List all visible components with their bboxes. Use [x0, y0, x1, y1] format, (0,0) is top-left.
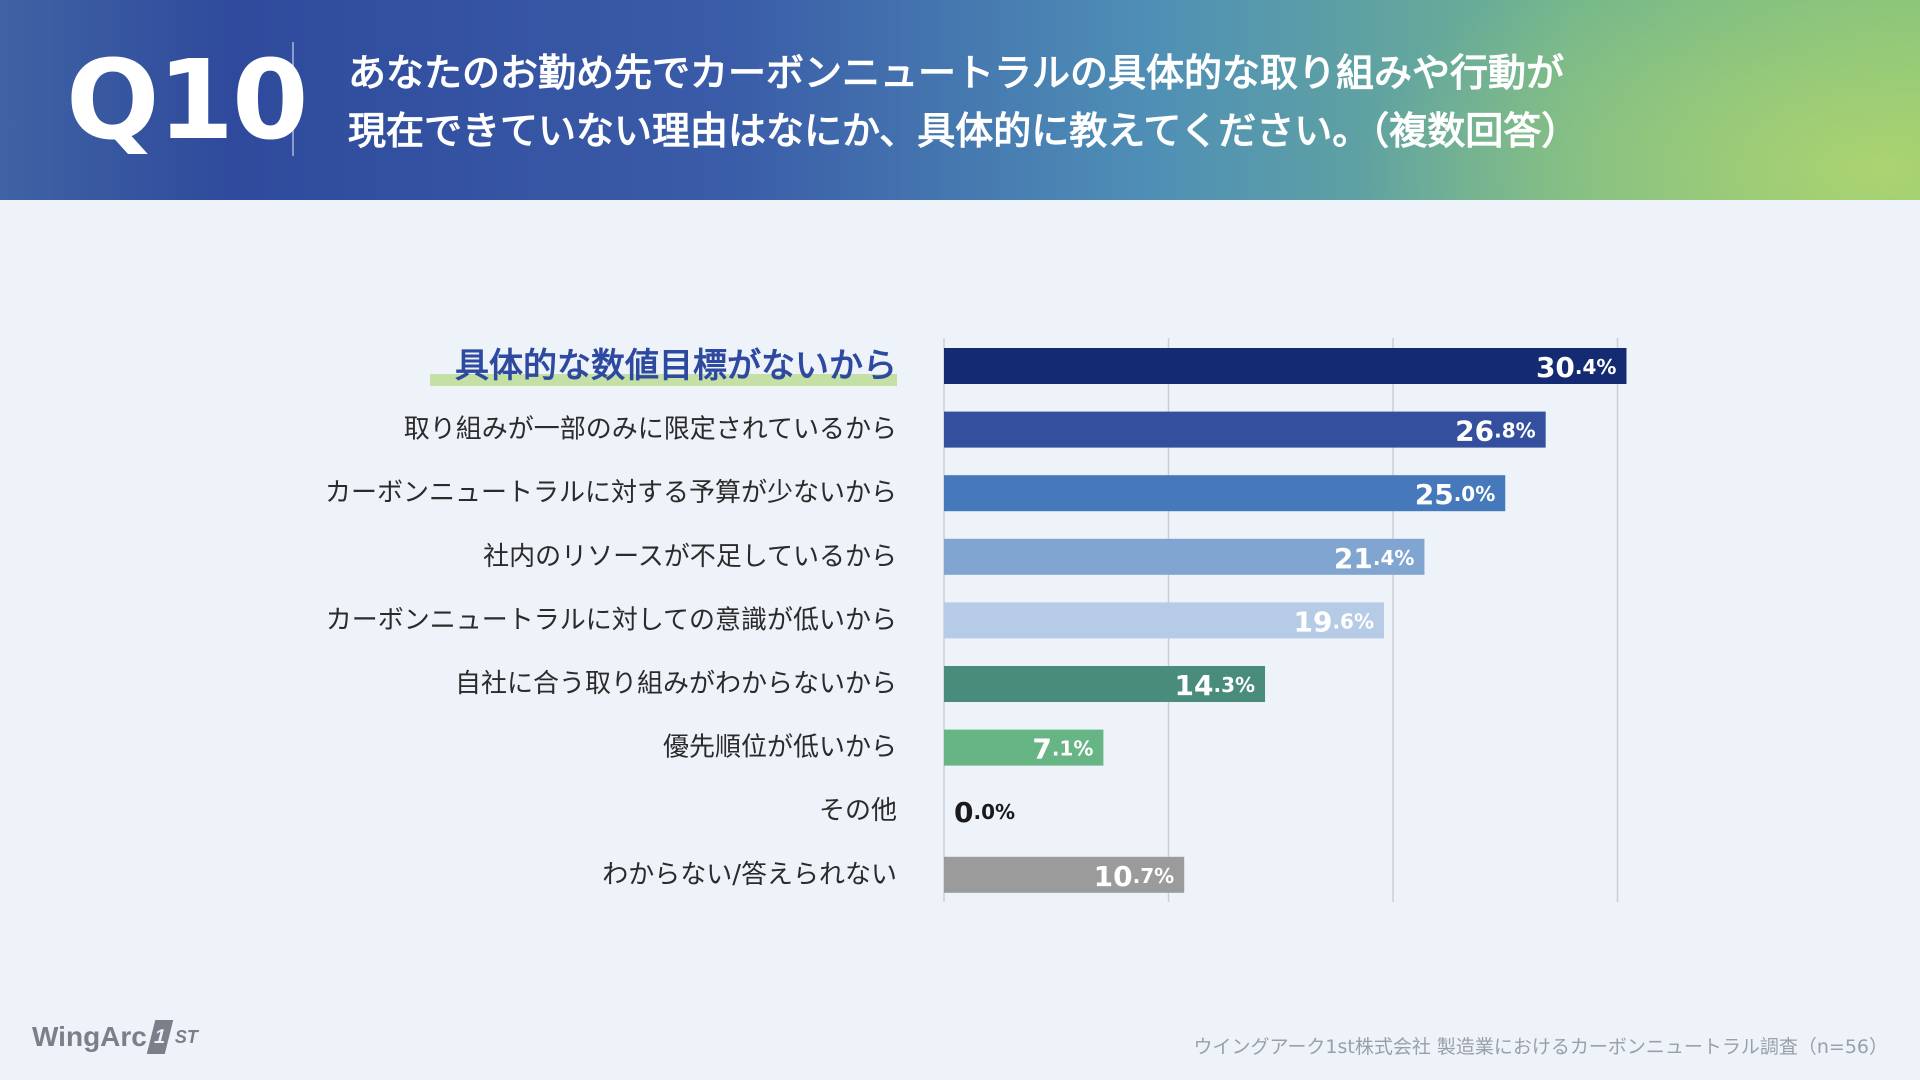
logo-sub-text: ST [174, 1026, 198, 1047]
question-title: あなたのお勤め先でカーボンニュートラルの具体的な取り組みや行動が 現在できていな… [348, 44, 1579, 160]
category-label-1: 取り組みが一部のみに限定されているから [404, 415, 897, 445]
value-label-6: 7.1% [1032, 732, 1093, 765]
bar-1 [944, 411, 1546, 448]
bar-2 [944, 475, 1506, 512]
value-label-8: 10.7% [1094, 859, 1175, 892]
header-banner: Q10 あなたのお勤め先でカーボンニュートラルの具体的な取り組みや行動が 現在で… [0, 0, 1920, 200]
category-label-2: カーボンニュートラルに対する予算が少ないから [325, 478, 897, 508]
header-divider [292, 42, 294, 156]
bar-4 [944, 602, 1385, 639]
category-highlight-underline [430, 374, 897, 386]
bar-3 [944, 538, 1425, 575]
question-title-line1: あなたのお勤め先でカーボンニュートラルの具体的な取り組みや行動が [348, 51, 1565, 95]
category-label-8: わからない/答えられない [602, 860, 897, 890]
source-note: ウイングアーク1st株式会社 製造業におけるカーボンニュートラル調査（n=56） [1193, 1036, 1888, 1058]
logo-text: WingArc [32, 1021, 147, 1052]
value-label-7: 0.0% [954, 796, 1015, 829]
category-label-6: 優先順位が低いから [663, 733, 897, 763]
value-label-4: 19.6% [1293, 605, 1374, 638]
logo-mark-icon: 1 [146, 1020, 174, 1054]
category-label-3: 社内のリソースが不足しているから [483, 542, 897, 572]
bar-0 [944, 348, 1627, 384]
wingarc-logo: WingArc 1 ST [32, 1020, 198, 1054]
value-label-3: 21.4% [1334, 541, 1415, 574]
value-label-1: 26.8% [1455, 414, 1536, 447]
category-label-7: その他 [819, 796, 897, 826]
value-label-5: 14.3% [1175, 669, 1256, 702]
question-title-line2: 現在できていない理由はなにか、具体的に教えてください。（複数回答） [348, 109, 1580, 153]
value-label-2: 25.0% [1415, 478, 1496, 511]
category-label-5: 自社に合う取り組みがわからないから [455, 669, 897, 699]
category-label-0: 具体的な数値目標がないから [455, 346, 897, 386]
value-label-0: 30.4% [1536, 351, 1617, 384]
bar-5 [944, 666, 1266, 702]
bar-6 [944, 729, 1104, 766]
category-label-4: カーボンニュートラルに対しての意識が低いから [326, 605, 897, 635]
bar-8 [944, 856, 1185, 893]
question-number: Q10 [66, 36, 309, 164]
